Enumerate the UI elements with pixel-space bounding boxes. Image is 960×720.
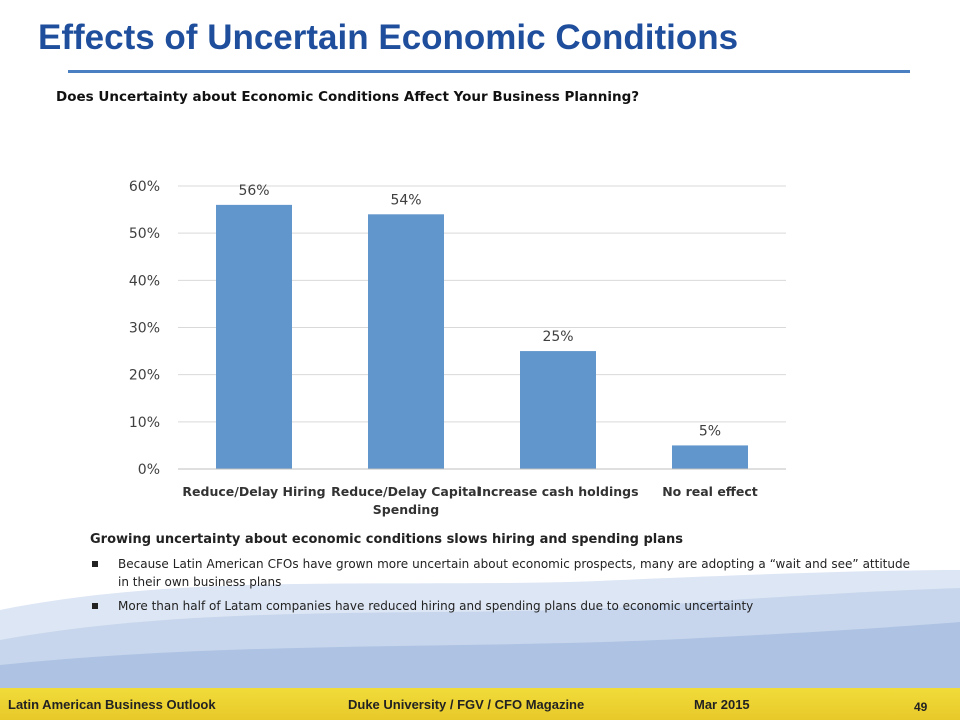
summary-section: Growing uncertainty about economic condi… [90,532,910,621]
slide-title: Effects of Uncertain Economic Conditions [38,18,739,57]
y-tick-label: 20% [129,368,160,384]
footer-date: Mar 2015 [694,697,750,712]
y-tick-label: 30% [129,321,160,337]
bar [216,204,292,469]
bullet-text: More than half of Latam companies have r… [118,599,754,613]
bar [672,445,748,469]
y-tick-label: 10% [129,415,160,431]
y-tick-label: 50% [129,226,160,242]
bar-chart: 0% 10% 20% 30% 40% 50% 60% 56% Reduce/Delay Hiri… [129,179,786,517]
x-tick-label: No real effect [662,484,758,499]
decorative-wave [0,570,960,690]
chart-question: Does Uncertainty about Economic Conditio… [56,89,640,105]
y-tick-label: 0% [138,462,160,478]
data-label: 56% [238,183,269,199]
bar [368,214,444,469]
bar [520,351,596,469]
summary-bullets: Because Latin American CFOs have grown m… [90,555,910,615]
x-tick-label: Increase cash holdings [477,484,638,499]
x-tick-label: Reduce/Delay Capital Spending [331,484,481,517]
y-tick-label: 60% [129,179,160,195]
bullet-item: More than half of Latam companies have r… [90,597,910,615]
page-number: 49 [914,700,928,714]
footer-source: Duke University / FGV / CFO Magazine [348,697,585,712]
bullet-marker-icon [92,603,98,609]
y-tick-label: 40% [129,273,160,289]
bullet-marker-icon [92,561,98,567]
data-label: 5% [699,423,721,439]
footer-report-name: Latin American Business Outlook [8,697,216,712]
title-underline [68,70,910,73]
x-tick-label: Reduce/Delay Hiring [182,484,325,499]
data-label: 25% [542,329,573,345]
bullet-text: Because Latin American CFOs have grown m… [118,557,910,589]
data-label: 54% [390,192,421,208]
footer-band [0,688,960,720]
summary-heading: Growing uncertainty about economic condi… [90,532,683,547]
bullet-item: Because Latin American CFOs have grown m… [90,555,910,591]
